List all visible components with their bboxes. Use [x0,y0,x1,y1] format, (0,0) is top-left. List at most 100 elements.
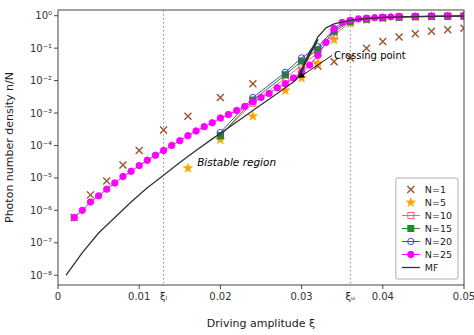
y-tick [54,177,58,178]
legend: N=1N=5N=10N=15N=20N=25MF [396,178,458,279]
data-point [185,133,191,139]
data-point [233,107,239,113]
data-point [274,85,280,91]
y-tick [54,210,58,211]
annotation-arrowhead [298,72,305,78]
legend-marker [408,251,414,257]
data-point [298,55,304,61]
data-point [225,111,231,117]
chart: 00.010.020.030.040.0510⁻⁸10⁻⁷10⁻⁶10⁻⁵10⁻… [0,0,474,335]
y-axis-label: Photon number density n/N [3,72,16,223]
y-tick-label: 10⁻⁵ [30,172,52,183]
x-axis-label: Driving amplitude ξ [207,317,315,330]
legend-line [402,215,420,216]
data-point [136,162,142,168]
data-point [144,157,150,163]
data-point [119,162,126,169]
x-tick-label: 0.04 [372,291,394,302]
data-point [160,147,166,153]
series-line [220,16,464,136]
legend-label: N=1 [425,184,446,195]
x-tick [58,285,59,289]
y-tick-label: 10⁻⁸ [30,270,52,281]
x-tick [139,285,140,289]
plot-background [58,10,464,285]
data-point [379,38,386,45]
y-tick [54,48,58,49]
data-point [152,152,158,158]
y-tick-label: 10⁻⁷ [30,237,52,248]
data-point [428,28,435,35]
data-point [177,138,183,144]
data-point [331,25,337,31]
legend-marker [408,226,414,232]
data-point [217,115,223,121]
data-point [217,94,224,101]
x-tick [382,285,383,289]
data-point [168,142,174,148]
data-point [258,94,264,100]
legend-label: N=10 [425,210,452,221]
x-tick-label: 0.02 [209,291,231,302]
legend-label: N=15 [425,223,452,234]
x-tick-label: 0.05 [453,291,474,302]
plot-frame [58,10,464,285]
data-point [323,39,329,45]
data-point [209,120,215,126]
data-point [184,113,191,120]
data-point [79,207,85,213]
y-tick-label: 10⁻⁶ [30,205,52,216]
y-tick-label: 10⁻⁴ [30,140,52,151]
data-point [250,99,256,105]
data-point [183,163,193,172]
data-point [444,26,451,33]
legend-label: N=20 [425,236,452,247]
annotation: Bistable region [197,156,276,168]
data-point [104,186,110,192]
y-tick [54,15,58,16]
y-tick-label: 10⁻² [30,75,52,86]
data-point [136,147,143,154]
data-point [112,180,118,186]
legend-line [402,241,420,242]
series-line [220,16,464,136]
x-tick-label: 0.01 [128,291,150,302]
plot-area [66,10,464,285]
data-point [307,62,313,68]
data-point [461,25,465,32]
data-point [282,69,288,75]
legend-marker [408,238,414,244]
data-point [128,168,134,174]
data-point [315,52,321,58]
annotation: Crossing point [334,50,406,61]
data-point [103,178,110,185]
data-point [201,123,207,129]
y-tick-label: 10⁻¹ [30,43,52,54]
legend-frame [396,178,458,279]
data-point [87,191,94,198]
reference-label: ξₗ [160,291,168,302]
data-point [266,90,272,96]
legend-marker [408,213,414,219]
data-point [160,126,167,133]
x-tick [301,285,302,289]
data-point [242,103,248,109]
reference-label: ξᵤ [346,291,356,302]
x-tick [220,285,221,289]
y-tick [54,145,58,146]
legend-label: MF [425,262,439,273]
y-tick-label: 10⁻³ [30,108,52,119]
y-tick-label: 10⁰ [35,10,52,21]
data-point [87,199,93,205]
legend-label: N=25 [425,249,452,260]
y-tick [54,275,58,276]
data-point [120,173,126,179]
data-point [412,30,419,37]
data-point [396,34,403,41]
x-tick [464,285,465,289]
y-tick [54,80,58,81]
legend-line [402,267,420,268]
legend-marker [406,198,416,207]
annotation-arrow [303,55,332,74]
data-point [193,128,199,134]
